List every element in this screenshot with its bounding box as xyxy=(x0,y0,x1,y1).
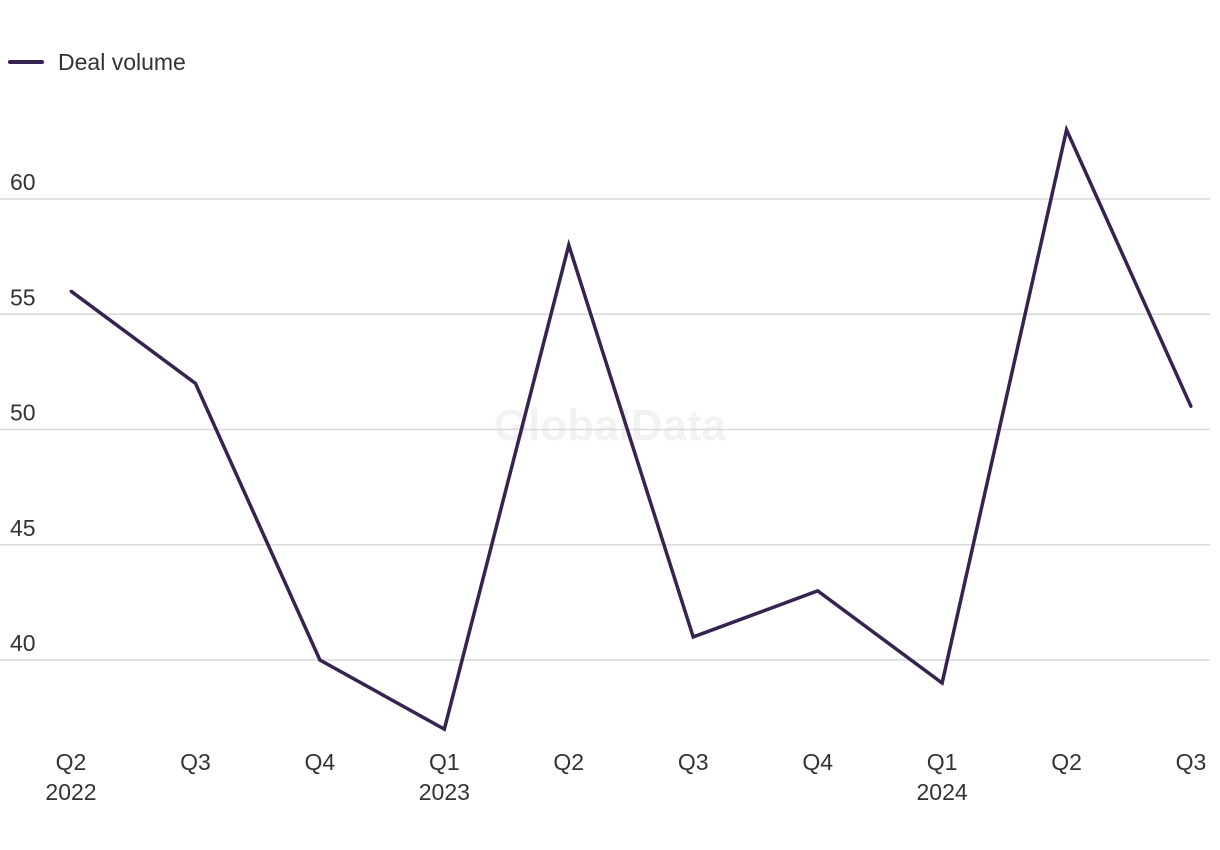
data-point-8 xyxy=(1065,128,1069,132)
y-tick-label-50: 50 xyxy=(10,400,36,426)
data-point-5 xyxy=(691,635,695,639)
grid-layer xyxy=(0,198,1210,661)
data-point-2 xyxy=(318,658,322,662)
series-line-deal-volume xyxy=(69,124,1193,732)
y-tick-label-45: 45 xyxy=(10,515,36,541)
x-tick-label-0: Q2 xyxy=(56,749,87,775)
y-axis-ticks: 40 45 50 55 60 xyxy=(10,169,36,656)
data-point-4 xyxy=(567,243,571,247)
data-point-3 xyxy=(442,727,446,731)
x-tick-year-7: 2024 xyxy=(917,779,968,805)
data-point-9 xyxy=(1189,404,1193,408)
legend-label-deal-volume: Deal volume xyxy=(58,49,186,75)
watermark: GlobalData xyxy=(494,401,727,450)
x-tick-label-5: Q3 xyxy=(678,749,709,775)
data-point-7 xyxy=(940,681,944,685)
x-tick-label-7: Q1 xyxy=(927,749,958,775)
y-tick-label-55: 55 xyxy=(10,284,36,310)
x-tick-label-4: Q2 xyxy=(553,749,584,775)
x-tick-year-3: 2023 xyxy=(419,779,470,805)
x-tick-label-6: Q4 xyxy=(802,749,833,775)
x-axis-ticks: Q2 2022 Q3 Q4 Q1 2023 Q2 Q3 Q4 Q1 2024 Q2 Q3 xyxy=(45,749,1206,805)
y-tick-label-40: 40 xyxy=(10,630,36,656)
y-tick-label-60: 60 xyxy=(10,169,36,195)
data-point-0 xyxy=(69,289,73,293)
x-tick-year-0: 2022 xyxy=(45,779,96,805)
data-point-6 xyxy=(816,589,820,593)
x-tick-label-2: Q4 xyxy=(305,749,336,775)
x-tick-label-1: Q3 xyxy=(180,749,211,775)
x-tick-label-3: Q1 xyxy=(429,749,460,775)
x-tick-label-8: Q2 xyxy=(1051,749,1082,775)
series-layer xyxy=(69,124,1193,732)
x-tick-label-9: Q3 xyxy=(1176,749,1207,775)
data-point-1 xyxy=(193,381,197,385)
legend[interactable]: Deal volume xyxy=(8,49,186,75)
